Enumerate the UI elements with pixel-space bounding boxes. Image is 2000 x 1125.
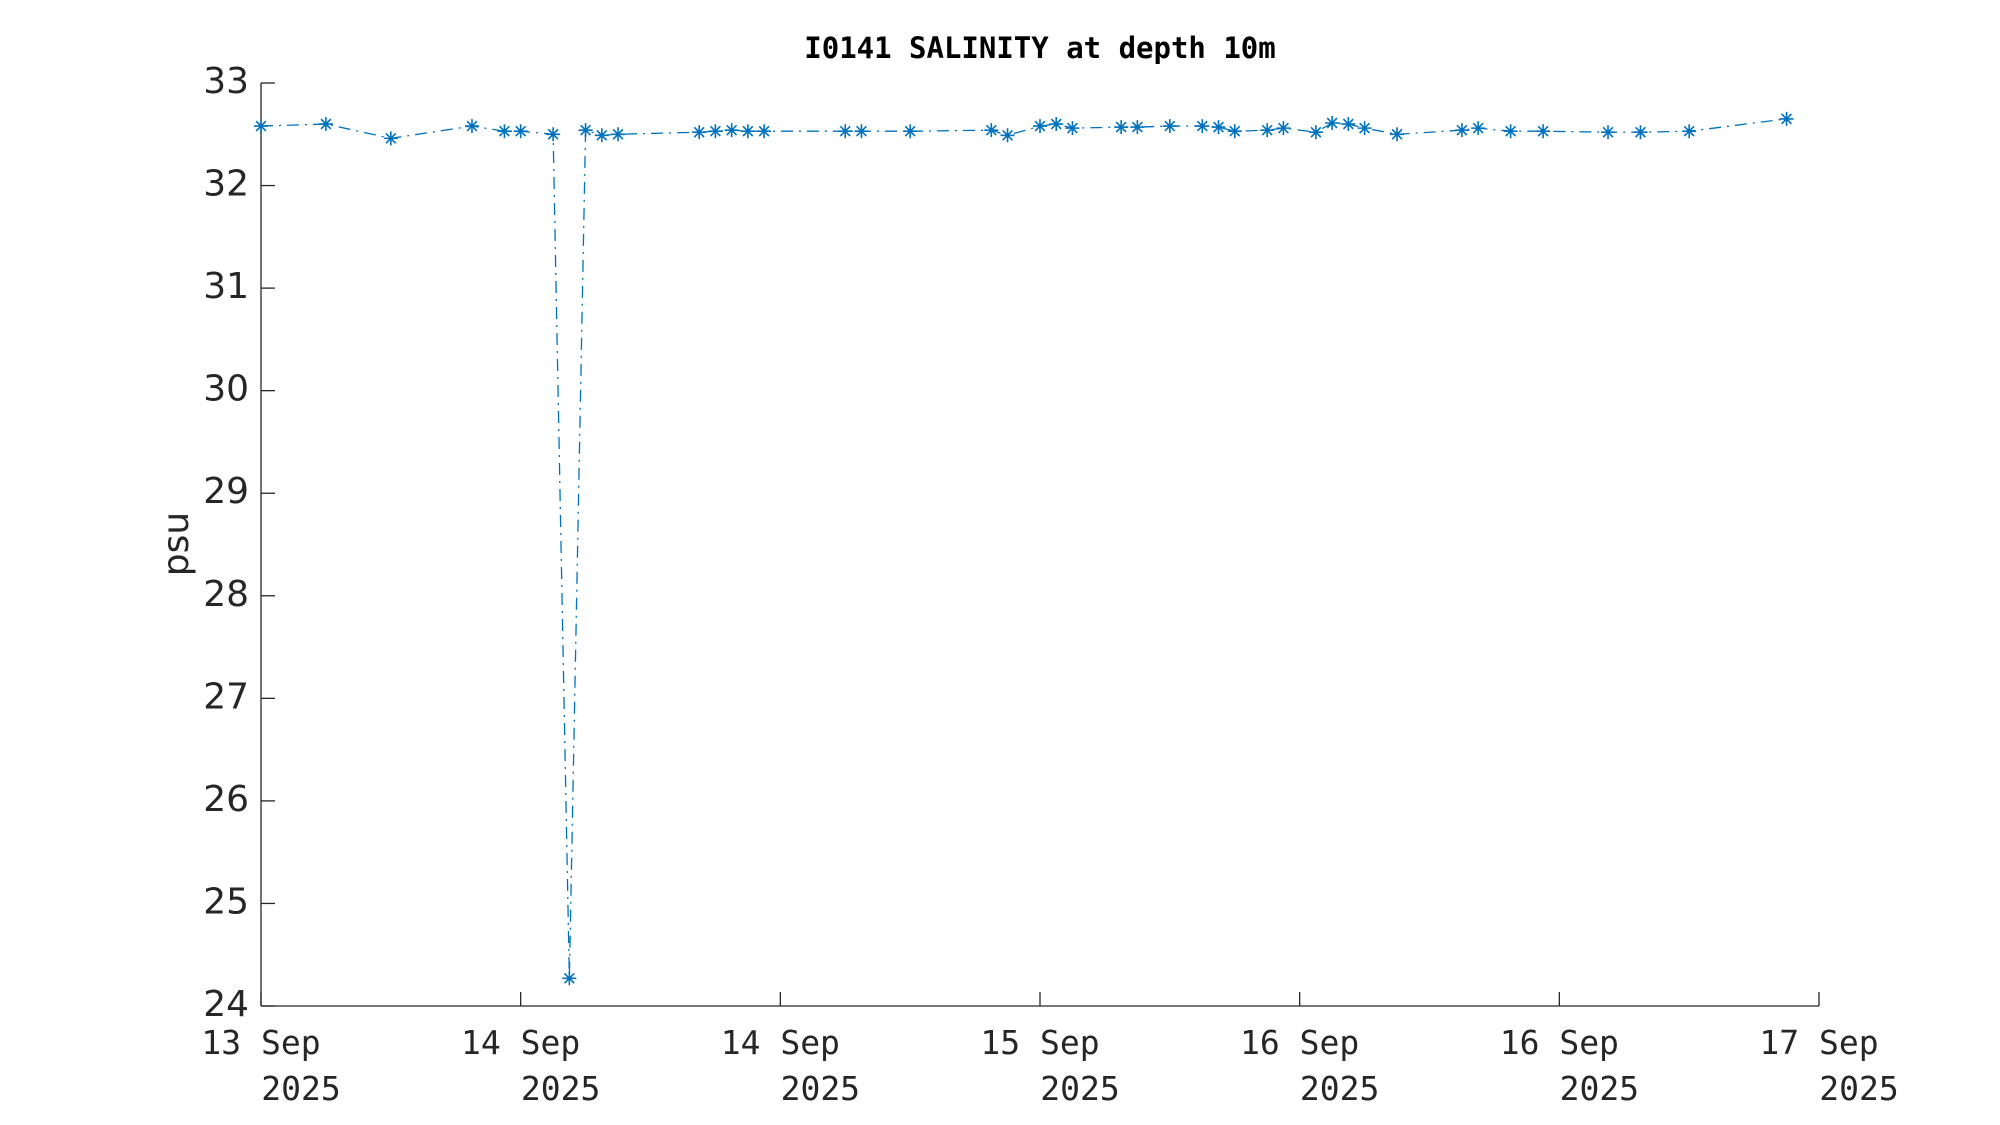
data-point xyxy=(1000,128,1015,143)
data-point xyxy=(562,971,577,986)
data-point xyxy=(383,131,398,146)
data-point xyxy=(611,127,626,142)
data-point xyxy=(254,119,268,134)
data-point xyxy=(692,125,707,140)
y-tick-label: 28 xyxy=(203,574,249,615)
data-point xyxy=(1682,124,1697,139)
data-point xyxy=(497,124,512,139)
data-point xyxy=(903,124,918,139)
data-point xyxy=(1357,121,1372,136)
data-line xyxy=(260,118,1787,979)
data-point xyxy=(594,128,609,143)
x-tick-label: 16 Sep 2025 xyxy=(1500,1023,1639,1108)
data-point xyxy=(1195,119,1210,134)
y-tick-label: 29 xyxy=(203,471,249,512)
data-point xyxy=(838,124,853,139)
data-point xyxy=(1114,120,1129,135)
data-point xyxy=(1308,125,1323,140)
y-tick-label: 33 xyxy=(203,61,249,102)
data-point xyxy=(1211,120,1226,135)
data-point xyxy=(757,124,772,139)
data-point xyxy=(1227,124,1242,139)
data-point xyxy=(708,124,723,139)
data-point xyxy=(1162,119,1177,134)
x-tick-label: 14 Sep 2025 xyxy=(721,1023,860,1108)
data-point xyxy=(1536,124,1551,139)
data-point xyxy=(1779,111,1794,126)
data-point xyxy=(464,119,479,134)
data-point xyxy=(1454,123,1469,138)
data-point xyxy=(1390,127,1405,142)
y-tick-label: 31 xyxy=(203,266,249,307)
y-tick-label: 25 xyxy=(203,881,249,922)
data-point xyxy=(1130,120,1145,135)
y-tick-label: 32 xyxy=(203,164,249,205)
data-point xyxy=(1065,121,1080,136)
x-tick-label: 14 Sep 2025 xyxy=(461,1023,600,1108)
data-point xyxy=(1633,125,1648,140)
data-point xyxy=(513,124,528,139)
x-tick-label: 16 Sep 2025 xyxy=(1240,1023,1379,1108)
data-point xyxy=(318,117,333,132)
data-point xyxy=(1601,125,1616,140)
data-point xyxy=(1471,121,1486,136)
chart-title: I0141 SALINITY at depth 10m xyxy=(804,31,1275,65)
y-tick-label: 30 xyxy=(203,369,249,410)
data-point xyxy=(578,123,593,138)
x-tick-label: 15 Sep 2025 xyxy=(980,1023,1119,1108)
data-point xyxy=(854,124,869,139)
data-point xyxy=(724,123,739,138)
data-point xyxy=(1260,123,1275,138)
data-point xyxy=(1503,124,1518,139)
y-axis-label: psu xyxy=(156,512,197,576)
marker-group xyxy=(254,111,1794,986)
data-point xyxy=(984,123,999,138)
data-point xyxy=(1341,117,1356,132)
data-point xyxy=(1276,121,1291,136)
x-tick-label: 17 Sep 2025 xyxy=(1759,1023,1898,1108)
data-point xyxy=(1033,119,1047,134)
data-point xyxy=(740,124,755,139)
y-tick-label: 24 xyxy=(203,984,249,1025)
data-point xyxy=(1325,115,1340,130)
data-point xyxy=(1049,117,1064,132)
y-tick-label: 27 xyxy=(203,676,249,717)
data-point xyxy=(546,127,561,142)
x-tick-label: 13 Sep 2025 xyxy=(201,1023,340,1108)
y-tick-label: 26 xyxy=(203,779,249,820)
